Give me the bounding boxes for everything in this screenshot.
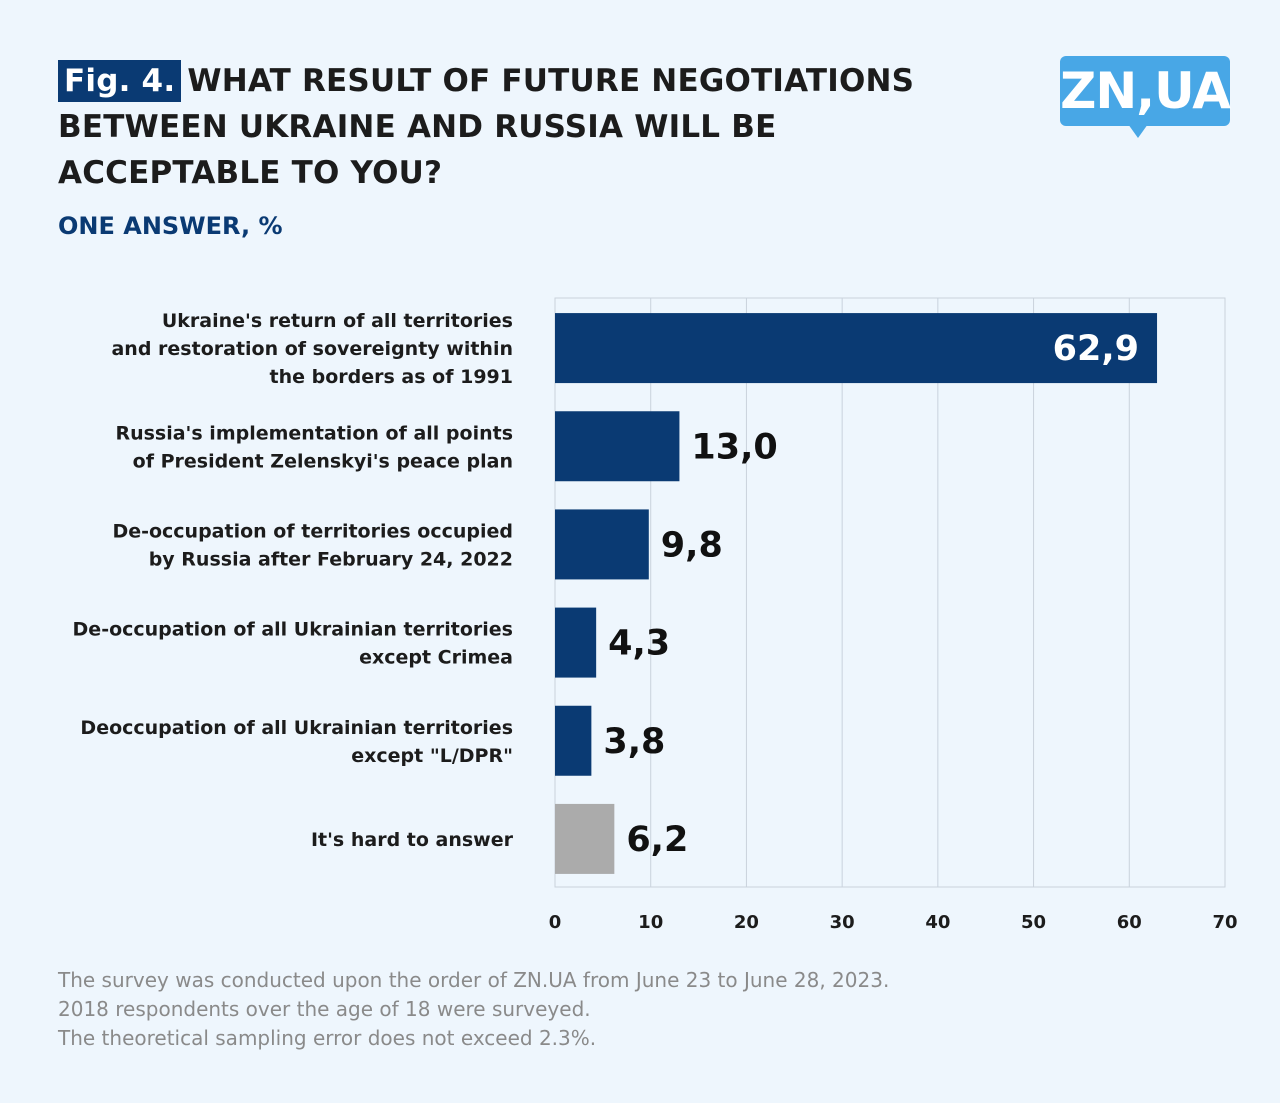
- logo-text: ZN,UA: [1060, 62, 1231, 120]
- category-label-line: De-occupation of territories occupied: [112, 520, 513, 542]
- category-label: De-occupation of territories occupied by …: [112, 520, 513, 570]
- category-label-line: Russia's implementation of all points: [115, 422, 513, 444]
- zn-ua-logo: ZN,UA: [1060, 56, 1231, 138]
- x-tick-label: 50: [1021, 912, 1046, 933]
- figure-badge: Fig. 4.: [58, 60, 182, 102]
- survey-footnote: The survey was conducted upon the order …: [58, 966, 889, 1053]
- title-line-3: ACCEPTABLE TO YOU?: [58, 155, 443, 191]
- bar-value-label: 9,8: [661, 525, 723, 565]
- bar-value-label: 13,0: [691, 427, 777, 467]
- bar: [555, 411, 680, 482]
- category-label: Russia's implementation of all points of …: [115, 422, 513, 472]
- x-tick-label: 0: [549, 912, 562, 933]
- category-label-line: Ukraine's return of all territories: [162, 310, 513, 332]
- x-tick-label: 70: [1212, 912, 1237, 933]
- x-tick-label: 10: [638, 912, 663, 933]
- x-tick-label: 60: [1117, 912, 1142, 933]
- category-label: Ukraine's return of all territories and r…: [111, 310, 513, 388]
- category-label-line: except "L/DPR": [351, 745, 513, 767]
- bar-value-label: 4,3: [608, 624, 670, 664]
- bar-value-label: 3,8: [603, 722, 665, 762]
- title-line-2: BETWEEN UKRAINE AND RUSSIA WILL BE: [58, 109, 777, 145]
- category-label-line: Deoccupation of all Ukrainian territorie…: [80, 717, 513, 739]
- category-label-line: and restoration of sovereignty within: [111, 338, 513, 360]
- bar-chart: 0 10 20 30 40 50 60 70 62,9 Ukraine's return of a…: [73, 297, 1238, 933]
- bar: [555, 803, 615, 874]
- chart-subtitle: ONE ANSWER, %: [58, 212, 283, 240]
- bar: [555, 509, 649, 580]
- footnote-line-1: The survey was conducted upon the order …: [58, 968, 890, 992]
- category-label: It's hard to answer: [311, 829, 514, 851]
- category-label: De-occupation of all Ukrainian territori…: [73, 619, 513, 669]
- x-tick-label: 40: [925, 912, 950, 933]
- category-label-line: the borders as of 1991: [270, 366, 513, 388]
- category-label-line: except Crimea: [359, 647, 513, 669]
- footnote-line-3: The theoretical sampling error does not …: [58, 1026, 597, 1050]
- bar-value-label: 6,2: [626, 820, 688, 860]
- category-label-line: It's hard to answer: [311, 829, 514, 851]
- category-label-line: of President Zelenskyi's peace plan: [133, 450, 513, 472]
- x-tick-label: 30: [830, 912, 855, 933]
- logo-tail-icon: [1128, 124, 1148, 138]
- bar: [555, 607, 597, 678]
- x-tick-label: 20: [734, 912, 759, 933]
- category-label-line: by Russia after February 24, 2022: [149, 548, 513, 570]
- category-label-line: De-occupation of all Ukrainian territori…: [73, 619, 513, 641]
- bar-value-label: 62,9: [1053, 329, 1139, 369]
- category-label: Deoccupation of all Ukrainian territorie…: [80, 717, 513, 767]
- bar: [555, 705, 592, 776]
- bar: [555, 313, 1158, 384]
- chart-title: Fig. 4. WHAT RESULT OF FUTURE NEGOTIATION…: [58, 58, 1018, 196]
- title-line-1: Fig. 4. WHAT RESULT OF FUTURE NEGOTIATION…: [58, 58, 1018, 104]
- logo-bubble-icon: [1060, 56, 1230, 126]
- plot-frame: [554, 297, 1226, 888]
- footnote-line-2: 2018 respondents over the age of 18 were…: [58, 997, 591, 1021]
- title-text-1: WHAT RESULT OF FUTURE NEGOTIATIONS: [187, 63, 915, 99]
